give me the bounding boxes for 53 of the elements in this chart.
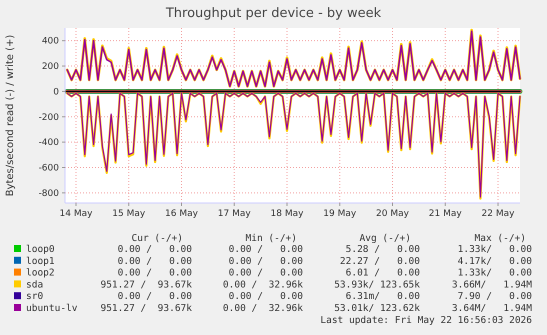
- text: 6.31m/ 0.00: [346, 291, 420, 302]
- text: 6.01 / 0.00: [346, 268, 420, 279]
- y-tick-label: -800: [38, 188, 60, 199]
- x-tick-label: 16 May: [165, 209, 199, 219]
- text: Last update: Fri May 22 16:56:03 2026: [320, 314, 532, 326]
- text: 53.93k/ 123.65k: [334, 279, 420, 290]
- text: 0.00 / 0.00: [118, 268, 192, 279]
- y-tick-label: -200: [38, 112, 60, 123]
- text: Cur (-/+): [132, 233, 183, 244]
- y-tick-label: 0: [53, 87, 60, 98]
- text: 53.01k/ 123.62k: [334, 303, 420, 314]
- text: 1.33k/ 0.00: [458, 268, 532, 279]
- text: 0.00 / 0.00: [228, 244, 304, 255]
- text: 7.90 / 0.00: [458, 291, 532, 302]
- text: 0.00 / 0.00: [118, 256, 192, 267]
- x-tick-label: 20 May: [376, 209, 410, 219]
- legend-label: loop2: [26, 268, 55, 279]
- text: 0.00 / 0.00: [118, 244, 192, 255]
- legend-label: loop1: [26, 256, 55, 267]
- x-tick-label: 22 May: [482, 209, 516, 219]
- x-tick-label: 19 May: [323, 209, 357, 219]
- legend-label: sr0: [26, 291, 44, 302]
- x-tick-label: 15 May: [112, 209, 146, 219]
- x-tick-label: 17 May: [218, 209, 252, 219]
- legend-label: loop0: [26, 244, 55, 255]
- text: 4.17k/ 0.00: [458, 256, 532, 267]
- text: 0.00 / 0.00: [228, 291, 304, 302]
- text: Max (-/+): [474, 233, 526, 244]
- legend-label: sda: [26, 279, 44, 290]
- text: 3.64M/ 1.94M: [452, 303, 532, 314]
- text: 1.33k/ 0.00: [458, 244, 532, 255]
- y-tick-label: 200: [42, 62, 60, 72]
- y-tick-label: -600: [38, 163, 60, 174]
- text: 0.00 / 32.96k: [222, 279, 304, 290]
- text: 0.00 / 0.00: [228, 256, 304, 267]
- text: Avg (-/+): [360, 233, 411, 244]
- y-axis-title: Bytes/second read (-) / write (+): [5, 34, 16, 196]
- text: 0.00 / 0.00: [228, 268, 304, 279]
- y-tick-label: 400: [42, 36, 60, 47]
- text: 951.27 / 93.67k: [100, 303, 192, 314]
- text: Min (-/+): [246, 233, 297, 244]
- y-tick-label: -400: [38, 138, 60, 148]
- text: 22.27 / 0.00: [340, 256, 420, 267]
- text: 951.27 / 93.67k: [100, 279, 192, 290]
- x-tick-label: 21 May: [428, 209, 462, 219]
- text: 3.66M/ 1.94M: [452, 279, 532, 290]
- x-tick-label: 18 May: [270, 209, 304, 219]
- text: 0.00 / 0.00: [118, 291, 192, 302]
- text: 5.28 / 0.00: [346, 244, 420, 255]
- chart-title: Throughput per device - by week: [164, 6, 382, 21]
- legend-label: ubuntu-lv: [26, 303, 78, 314]
- text: 0.00 / 32.96k: [222, 303, 304, 314]
- x-tick-label: 14 May: [60, 209, 94, 219]
